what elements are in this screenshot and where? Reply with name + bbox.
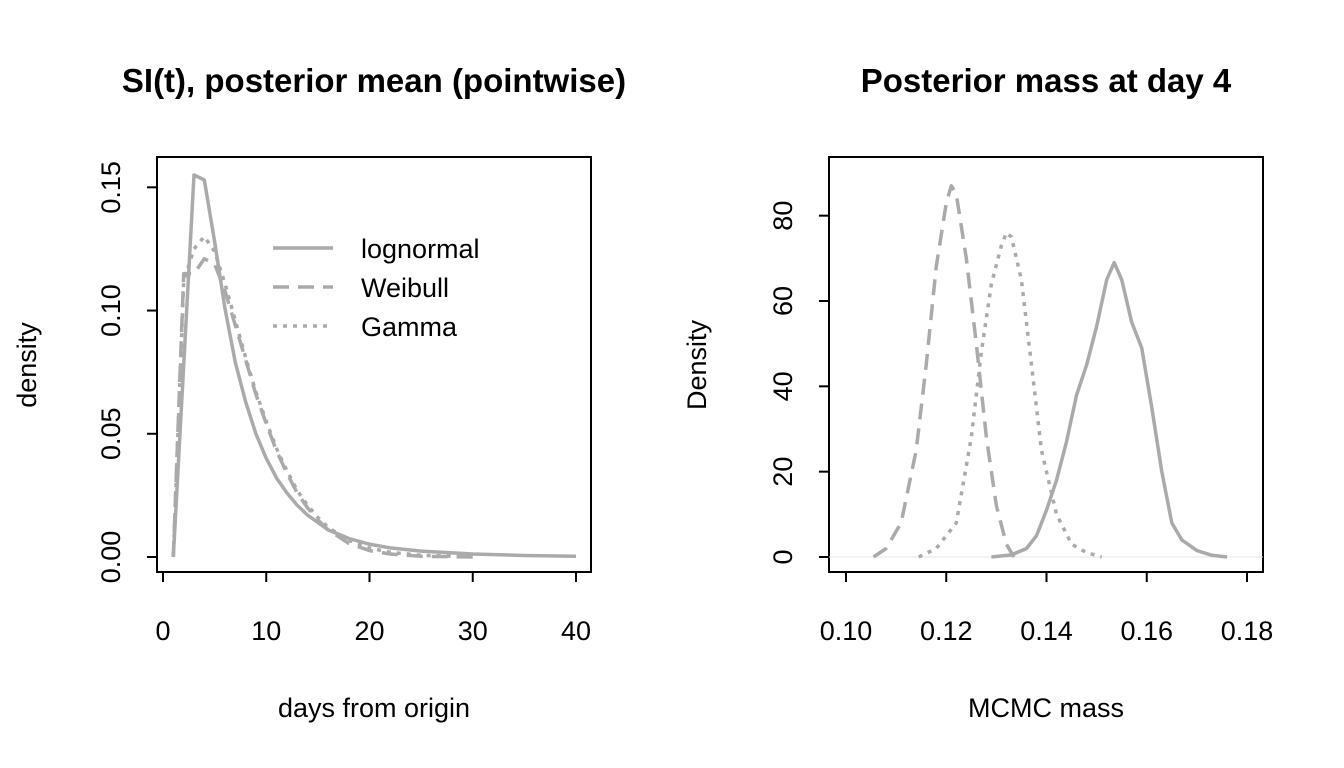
left-x-ticks: 0 10 20 30 40 — [155, 572, 591, 646]
left-y-ticks: 0.00 0.05 0.10 0.15 — [96, 161, 157, 583]
right-x-tick-label: 0.18 — [1221, 616, 1274, 646]
right-series-line-dotted — [917, 230, 1103, 559]
left-series-line-gamma — [171, 234, 473, 559]
left-chart-title: SI(t), posterior mean (pointwise) — [122, 62, 626, 99]
left-y-tick-label: 0.05 — [96, 407, 126, 460]
right-x-tick-label: 0.16 — [1120, 616, 1173, 646]
right-x-tick-label: 0.14 — [1020, 616, 1073, 646]
right-chart-panel: Posterior mass at day 4 0.10 0.12 0.14 0.16… — [682, 62, 1273, 723]
right-y-tick-label: 60 — [768, 286, 798, 316]
right-y-axis-label: Density — [682, 319, 712, 410]
left-x-tick-label: 20 — [354, 616, 384, 646]
right-y-tick-label: 0 — [768, 549, 798, 564]
right-series-line-solid — [991, 260, 1228, 559]
left-chart-panel: SI(t), posterior mean (pointwise) 0 10 20 3… — [12, 62, 626, 723]
legend-label-lognormal: lognormal — [361, 234, 480, 264]
right-series-group — [872, 184, 1228, 559]
right-y-ticks: 0 20 40 60 80 — [768, 201, 829, 565]
right-series-line-dashed — [872, 184, 1016, 559]
left-x-tick-label: 30 — [458, 616, 488, 646]
left-y-tick-label: 0.00 — [96, 531, 126, 584]
left-x-axis-label: days from origin — [278, 693, 470, 723]
right-chart-title: Posterior mass at day 4 — [861, 62, 1232, 99]
legend-label-gamma: Gamma — [361, 312, 458, 342]
left-y-tick-label: 0.10 — [96, 284, 126, 337]
right-x-tick-label: 0.10 — [820, 616, 873, 646]
right-y-tick-label: 20 — [768, 457, 798, 487]
right-x-tick-label: 0.12 — [920, 616, 973, 646]
right-y-tick-label: 40 — [768, 371, 798, 401]
legend-label-weibull: Weibull — [361, 273, 449, 303]
left-series-line-weibull — [171, 257, 473, 559]
left-series-line-lognormal — [171, 173, 577, 559]
left-y-axis-label: density — [12, 322, 42, 408]
right-y-tick-label: 80 — [768, 201, 798, 231]
left-y-tick-label: 0.15 — [96, 161, 126, 214]
legend: lognormal Weibull Gamma — [273, 234, 480, 342]
right-x-axis-label: MCMC mass — [968, 693, 1124, 723]
left-x-tick-label: 0 — [155, 616, 170, 646]
left-series-group — [171, 173, 577, 559]
left-plot-frame — [156, 156, 592, 573]
left-x-tick-label: 10 — [251, 616, 281, 646]
left-x-tick-label: 40 — [561, 616, 591, 646]
right-x-ticks: 0.10 0.12 0.14 0.16 0.18 — [820, 572, 1274, 646]
